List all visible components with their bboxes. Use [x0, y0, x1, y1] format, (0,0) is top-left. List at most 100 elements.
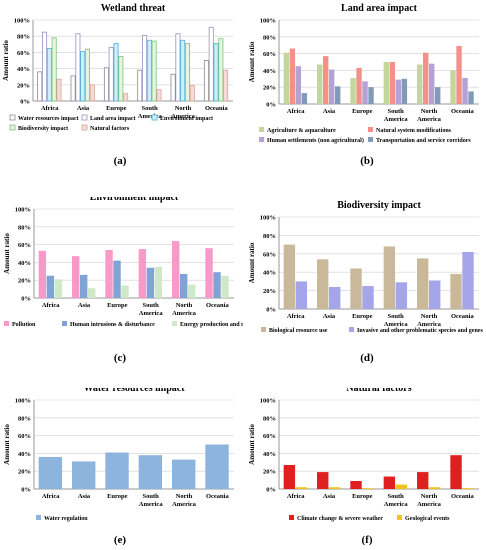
bar — [46, 47, 52, 102]
legend-label: Biological resource use — [269, 328, 328, 334]
legend-label: Invasive and other problematic species a… — [357, 328, 483, 334]
bar — [213, 272, 221, 298]
chart-a: Wetland threat Amount ratio 0% 20% 40% 60% 80%… — [0, 0, 243, 140]
bar — [170, 73, 176, 102]
bar — [138, 455, 163, 489]
bar — [184, 43, 190, 102]
x-tick-label: Africa — [287, 313, 305, 320]
y-axis-label: Amount ratio — [248, 424, 256, 465]
bar — [108, 47, 114, 102]
bar — [205, 444, 229, 489]
bar — [462, 251, 474, 309]
y-tick-label: 0% — [21, 296, 31, 303]
bar — [329, 69, 335, 104]
chart-c: Environment impact Amount ratio 0% 20% 40% 60… — [0, 192, 259, 337]
bar — [80, 274, 88, 298]
legend-label: Climate change & severe weather — [297, 516, 383, 522]
bar — [295, 281, 308, 309]
bar — [75, 33, 81, 102]
x-tick-label: Asia — [323, 313, 336, 320]
bar — [350, 480, 362, 489]
x-tick-label: America — [172, 310, 197, 317]
caption-e: (e) — [113, 534, 127, 546]
legend-label: Land area impact — [90, 116, 136, 122]
x-tick-label: America — [384, 321, 409, 328]
y-tick-label: 20% — [17, 82, 30, 89]
chart-d: Biodiversity impact Amount ratio 0% 20% 40% 6… — [243, 197, 486, 347]
bar — [223, 69, 229, 102]
bar — [175, 33, 181, 102]
bar — [350, 268, 362, 309]
y-tick-label: 0% — [266, 307, 276, 314]
legend-label: Transportation and service corridors — [376, 138, 471, 144]
y-tick-label: 20% — [263, 469, 276, 476]
bar — [156, 89, 162, 102]
y-tick-label: 20% — [263, 288, 276, 295]
legend-swatch — [289, 515, 294, 520]
legend-label: Water regulation — [44, 516, 88, 522]
y-tick-label: 60% — [263, 51, 276, 58]
y-tick-label: 100% — [15, 207, 31, 214]
y-tick-label: 80% — [263, 415, 276, 422]
bar — [329, 487, 341, 489]
bar — [138, 249, 147, 298]
bar — [208, 26, 214, 102]
y-tick-label: 40% — [17, 66, 30, 73]
x-tick-label: North — [176, 302, 193, 309]
bar — [42, 31, 48, 102]
legend-swatch — [368, 137, 373, 142]
bar — [401, 78, 408, 104]
bar — [123, 93, 129, 102]
bar — [37, 71, 43, 102]
legend-swatch — [62, 321, 67, 326]
x-tick-label: America — [172, 501, 197, 508]
x-tick-label: Oceania — [451, 313, 474, 320]
x-tick-label: Europe — [107, 493, 128, 500]
y-tick-label: 40% — [18, 451, 31, 458]
x-tick-label: South — [388, 108, 405, 115]
y-tick-label: 60% — [17, 50, 30, 57]
legend-swatch — [151, 114, 158, 121]
bar — [89, 84, 95, 102]
y-axis-label: Amount ratio — [248, 242, 256, 283]
bar — [56, 78, 62, 102]
x-tick-label: North — [176, 493, 193, 500]
legend-label: Natural factors — [90, 126, 130, 132]
chart-f: Natural factors Amount ratio 0% 20% 40% 60% 80… — [243, 383, 486, 528]
bar — [362, 81, 368, 104]
legend-swatch — [4, 321, 9, 326]
bar — [88, 288, 96, 298]
x-tick-label: North — [421, 108, 438, 115]
bar — [46, 275, 55, 298]
y-tick-label: 80% — [263, 233, 276, 240]
chart-title: Land area impact — [341, 3, 418, 14]
legend-swatch — [261, 327, 266, 332]
legend-swatch — [368, 127, 373, 132]
x-tick-label: Europe — [352, 313, 373, 320]
bar — [350, 77, 356, 104]
bar — [383, 246, 396, 309]
x-tick-label: America — [384, 501, 409, 508]
bar — [142, 34, 148, 102]
legend-label: Human intrusions & disturbance — [70, 322, 155, 328]
chart-b: Land area impact Amount ratio 0% 20% 40% 60% 8… — [243, 0, 486, 155]
bar — [38, 456, 63, 489]
x-tick-label: America — [417, 116, 442, 123]
bar — [72, 461, 96, 489]
bar — [113, 43, 119, 102]
bar — [423, 52, 429, 104]
bar — [72, 256, 80, 298]
bar — [146, 39, 152, 102]
bar — [301, 93, 308, 104]
chart-title: Environment impact — [90, 197, 179, 203]
legend-label: Water resources impact — [18, 116, 79, 122]
bar — [335, 86, 341, 104]
chart-title: Wetland threat — [101, 3, 166, 14]
y-tick-label: 60% — [18, 433, 31, 440]
bar — [121, 285, 129, 298]
bar — [154, 266, 163, 298]
y-tick-label: 20% — [18, 278, 31, 285]
y-tick-label: 100% — [14, 18, 30, 25]
y-tick-label: 80% — [18, 415, 31, 422]
x-tick-label: Europe — [106, 105, 127, 112]
